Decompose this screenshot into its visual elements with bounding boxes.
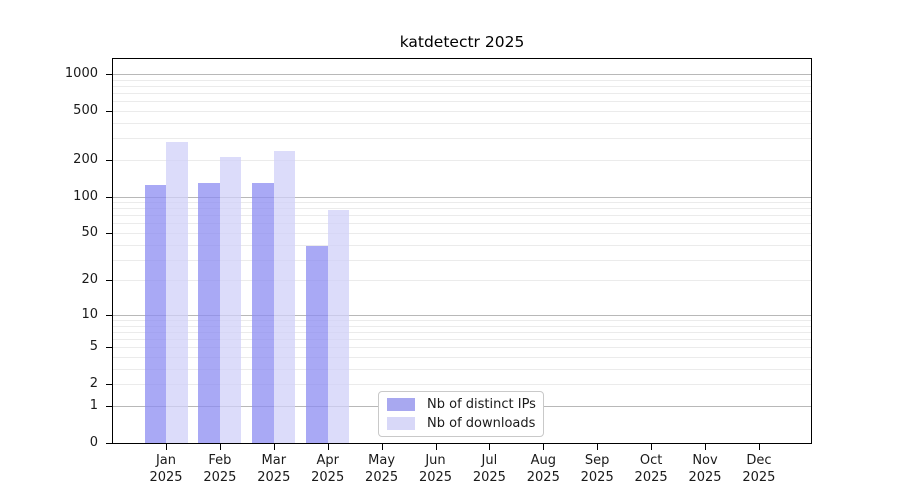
y-tick-label: 500	[73, 102, 98, 118]
y-gridline-minor	[113, 215, 811, 217]
x-tick	[166, 444, 167, 450]
y-gridline-minor	[113, 202, 811, 203]
x-tick-label: Aug 2025	[526, 453, 560, 485]
x-tick	[758, 444, 760, 450]
y-gridline-minor	[113, 384, 811, 386]
legend-label-downloads: Nb of downloads	[427, 416, 536, 432]
y-tick-label: 1	[89, 398, 98, 413]
y-gridline-minor	[113, 368, 811, 370]
y-gridline-minor	[113, 122, 811, 124]
y-tick	[106, 384, 112, 386]
y-gridline-minor	[113, 101, 811, 103]
x-tick-label: Jan 2025	[149, 453, 183, 485]
bar-apr-downloads	[327, 210, 350, 443]
x-tick	[597, 444, 599, 450]
x-tick-label: Sep 2025	[580, 453, 614, 485]
y-tick	[106, 159, 112, 161]
bar-mar-downloads	[273, 150, 296, 443]
bar-jan-downloads	[166, 141, 188, 443]
legend-row-distinct-ips: Nb of distinct IPs	[379, 397, 543, 412]
y-tick-label: 100	[73, 188, 98, 204]
y-gridline-minor	[113, 325, 811, 327]
plot-area	[112, 58, 812, 444]
x-tick	[543, 444, 545, 450]
y-tick-label: 10	[81, 306, 98, 322]
y-gridline-minor	[113, 280, 811, 282]
x-tick	[489, 444, 491, 450]
y-gridline-minor	[113, 357, 811, 358]
legend-row-downloads: Nb of downloads	[379, 416, 543, 431]
x-tick-label: Apr 2025	[311, 453, 345, 485]
bar-feb-distinct-ips	[198, 183, 220, 443]
y-gridline-minor	[113, 79, 811, 81]
y-gridline-minor	[113, 347, 811, 349]
y-gridline-major	[113, 73, 811, 75]
y-gridline-minor	[113, 339, 811, 341]
bar-feb-downloads	[219, 156, 242, 443]
y-tick	[106, 443, 112, 444]
y-tick-label: 20	[81, 272, 98, 288]
x-tick	[273, 444, 275, 450]
y-tick	[106, 73, 112, 75]
y-tick	[106, 280, 112, 282]
y-gridline-minor	[113, 259, 811, 261]
y-gridline-minor	[113, 110, 811, 112]
bar-mar-distinct-ips	[252, 183, 274, 443]
x-tick	[435, 444, 437, 450]
bar-apr-distinct-ips	[306, 245, 328, 443]
legend-swatch-distinct-ips	[387, 397, 415, 411]
y-tick-label: 200	[73, 151, 98, 167]
y-tick-label: 1000	[64, 65, 98, 81]
x-tick	[651, 444, 653, 450]
y-tick	[106, 110, 112, 112]
legend: Nb of distinct IPs Nb of downloads	[378, 391, 544, 437]
x-tick-label: Mar 2025	[257, 453, 291, 485]
x-tick-label: Oct 2025	[634, 453, 668, 485]
x-tick	[219, 444, 221, 450]
y-gridline-minor	[113, 244, 811, 246]
x-tick-label: Nov 2025	[688, 453, 722, 485]
x-tick	[381, 444, 383, 450]
y-tick-label: 2	[89, 376, 98, 392]
y-gridline-minor	[113, 138, 811, 140]
y-tick	[106, 233, 112, 234]
x-tick-label: Jun 2025	[418, 453, 453, 485]
x-tick-label: Dec 2025	[742, 453, 776, 485]
y-gridline-minor	[113, 223, 811, 225]
y-gridline-minor	[113, 159, 811, 161]
x-tick-label: Feb 2025	[203, 453, 237, 485]
y-tick	[106, 406, 112, 407]
legend-label-distinct-ips: Nb of distinct IPs	[427, 396, 536, 412]
y-tick	[106, 196, 112, 198]
y-tick-label: 5	[89, 339, 98, 355]
y-tick	[106, 347, 112, 349]
y-gridline-major	[113, 314, 811, 316]
y-tick-label: 50	[81, 225, 98, 240]
y-tick	[106, 314, 112, 316]
y-gridline-minor	[113, 320, 811, 321]
y-tick-label: 0	[89, 435, 98, 450]
chart-title: katdetectr 2025	[399, 33, 525, 51]
x-tick	[327, 444, 329, 450]
y-gridline-minor	[113, 93, 811, 94]
y-gridline-minor	[113, 331, 811, 333]
y-gridline-minor	[113, 208, 811, 210]
x-tick	[705, 444, 706, 450]
legend-swatch-downloads	[387, 417, 415, 431]
x-tick-label: May 2025	[365, 453, 399, 485]
x-tick-label: Jul 2025	[472, 453, 506, 485]
bar-jan-distinct-ips	[144, 185, 166, 443]
y-gridline-major	[113, 196, 811, 198]
y-gridline-minor	[113, 233, 811, 234]
y-gridline-minor	[113, 85, 811, 87]
